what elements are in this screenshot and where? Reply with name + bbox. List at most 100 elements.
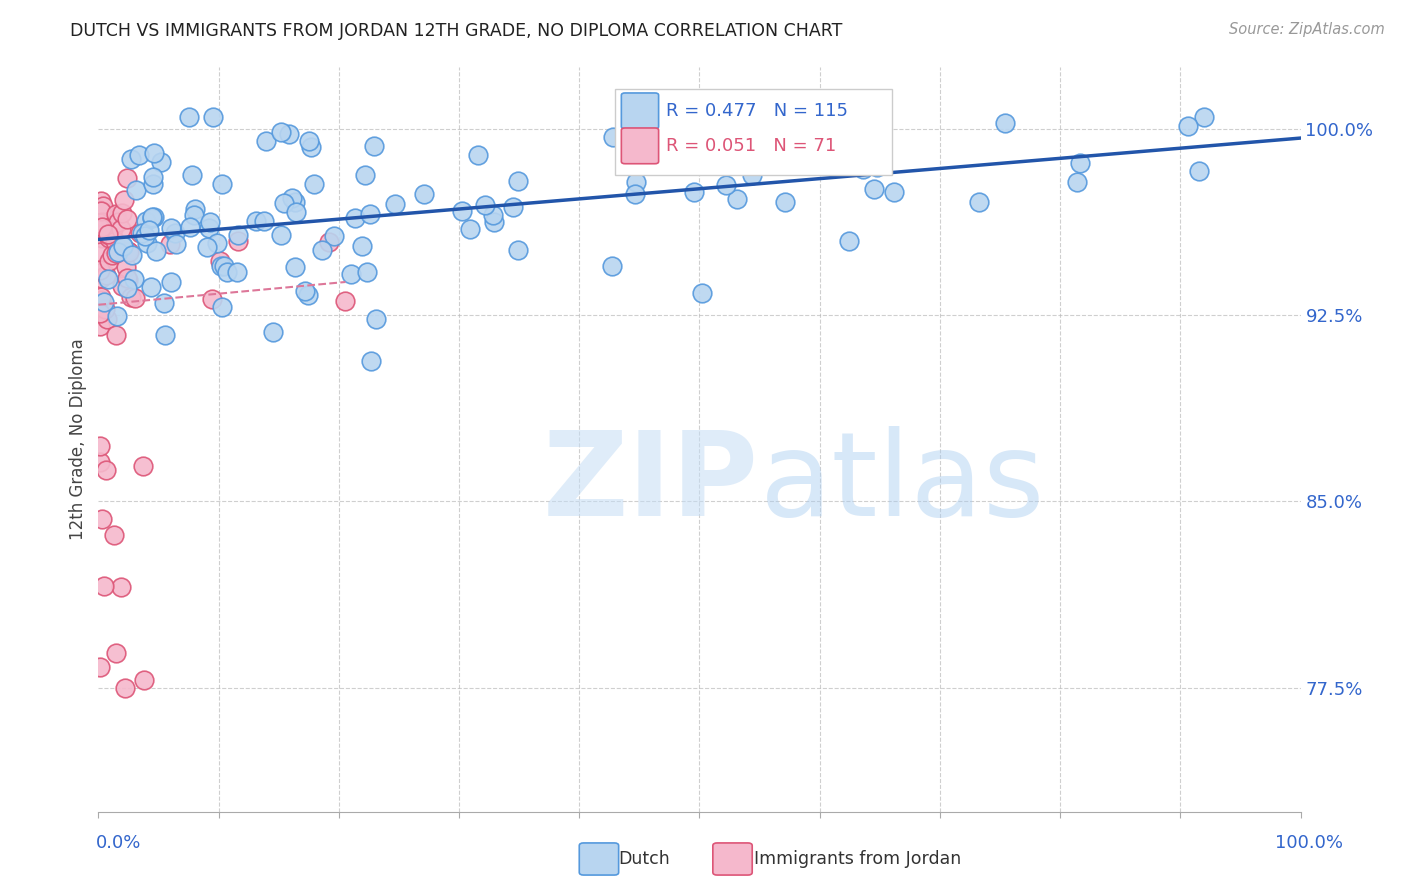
Point — [451, 204, 474, 219]
Point — [107, 215, 129, 229]
Point — [103, 528, 125, 542]
Text: ZIP: ZIP — [543, 426, 759, 541]
Point — [104, 646, 127, 660]
Point — [159, 236, 181, 251]
Point — [115, 212, 138, 227]
Point — [89, 306, 111, 320]
Point — [120, 153, 142, 167]
Point — [90, 204, 112, 219]
Point — [153, 296, 176, 310]
Point — [474, 198, 496, 212]
Point — [115, 280, 138, 294]
Point — [353, 169, 375, 183]
Point — [482, 215, 505, 229]
Point — [883, 185, 905, 199]
Point — [117, 171, 139, 186]
Point — [124, 291, 146, 305]
Point — [824, 117, 846, 131]
Point — [481, 209, 503, 223]
Text: DUTCH VS IMMIGRANTS FROM JORDAN 12TH GRADE, NO DIPLOMA CORRELATION CHART: DUTCH VS IMMIGRANTS FROM JORDAN 12TH GRA… — [70, 22, 842, 40]
Point — [120, 290, 142, 304]
Point — [111, 279, 134, 293]
Point — [96, 312, 118, 326]
Point — [105, 246, 128, 260]
Point — [94, 268, 117, 282]
Point — [714, 178, 737, 192]
Point — [94, 301, 117, 316]
Point — [101, 248, 124, 262]
Y-axis label: 12th Grade, No Diploma: 12th Grade, No Diploma — [69, 338, 87, 541]
Point — [412, 186, 434, 201]
Point — [98, 228, 121, 243]
Point — [773, 195, 796, 210]
Point — [145, 244, 167, 258]
Point — [686, 141, 709, 155]
Point — [245, 214, 267, 228]
Point — [141, 211, 163, 225]
Point — [852, 161, 875, 176]
Point — [132, 458, 155, 473]
Point — [118, 244, 141, 259]
Point — [363, 138, 385, 153]
Point — [207, 235, 229, 250]
Point — [600, 259, 623, 273]
Point — [297, 288, 319, 302]
Point — [121, 247, 143, 261]
Text: R = 0.051   N = 71: R = 0.051 N = 71 — [666, 136, 837, 155]
Point — [217, 264, 239, 278]
FancyBboxPatch shape — [616, 89, 891, 175]
Point — [302, 178, 325, 192]
Point — [1188, 163, 1211, 178]
Point — [91, 219, 114, 234]
Point — [90, 216, 112, 230]
Point — [89, 319, 111, 334]
Point — [356, 265, 378, 279]
Point — [105, 214, 128, 228]
Point — [262, 325, 284, 339]
Point — [624, 186, 647, 201]
Point — [683, 110, 706, 124]
Point — [89, 455, 111, 469]
Text: Immigrants from Jordan: Immigrants from Jordan — [754, 850, 960, 868]
Point — [692, 286, 714, 301]
Point — [117, 244, 139, 259]
Point — [90, 293, 112, 308]
FancyBboxPatch shape — [621, 128, 658, 164]
Text: Source: ZipAtlas.com: Source: ZipAtlas.com — [1229, 22, 1385, 37]
Point — [294, 284, 316, 298]
Point — [281, 191, 304, 205]
Point — [202, 110, 225, 124]
Point — [96, 206, 118, 220]
Point — [165, 226, 187, 240]
Point — [110, 222, 132, 236]
Point — [683, 185, 706, 199]
Point — [298, 135, 321, 149]
Point — [211, 300, 233, 314]
Point — [198, 214, 221, 228]
Point — [318, 235, 340, 249]
Point — [725, 192, 748, 206]
Point — [89, 218, 111, 232]
Point — [360, 353, 382, 368]
Point — [93, 294, 115, 309]
Point — [100, 216, 122, 230]
Point — [179, 110, 201, 124]
Point — [131, 227, 153, 241]
Point — [284, 260, 307, 274]
Point — [117, 273, 139, 287]
Point — [143, 146, 166, 161]
Point — [741, 169, 763, 183]
Point — [467, 147, 489, 161]
Point — [160, 276, 183, 290]
Point — [141, 280, 163, 294]
Point — [114, 681, 136, 695]
Point — [91, 512, 114, 526]
Point — [284, 194, 307, 209]
Point — [502, 200, 524, 214]
Point — [89, 216, 111, 230]
Point — [340, 267, 363, 281]
Point — [273, 195, 295, 210]
Point — [89, 204, 111, 219]
Point — [142, 170, 165, 185]
Point — [602, 129, 624, 144]
